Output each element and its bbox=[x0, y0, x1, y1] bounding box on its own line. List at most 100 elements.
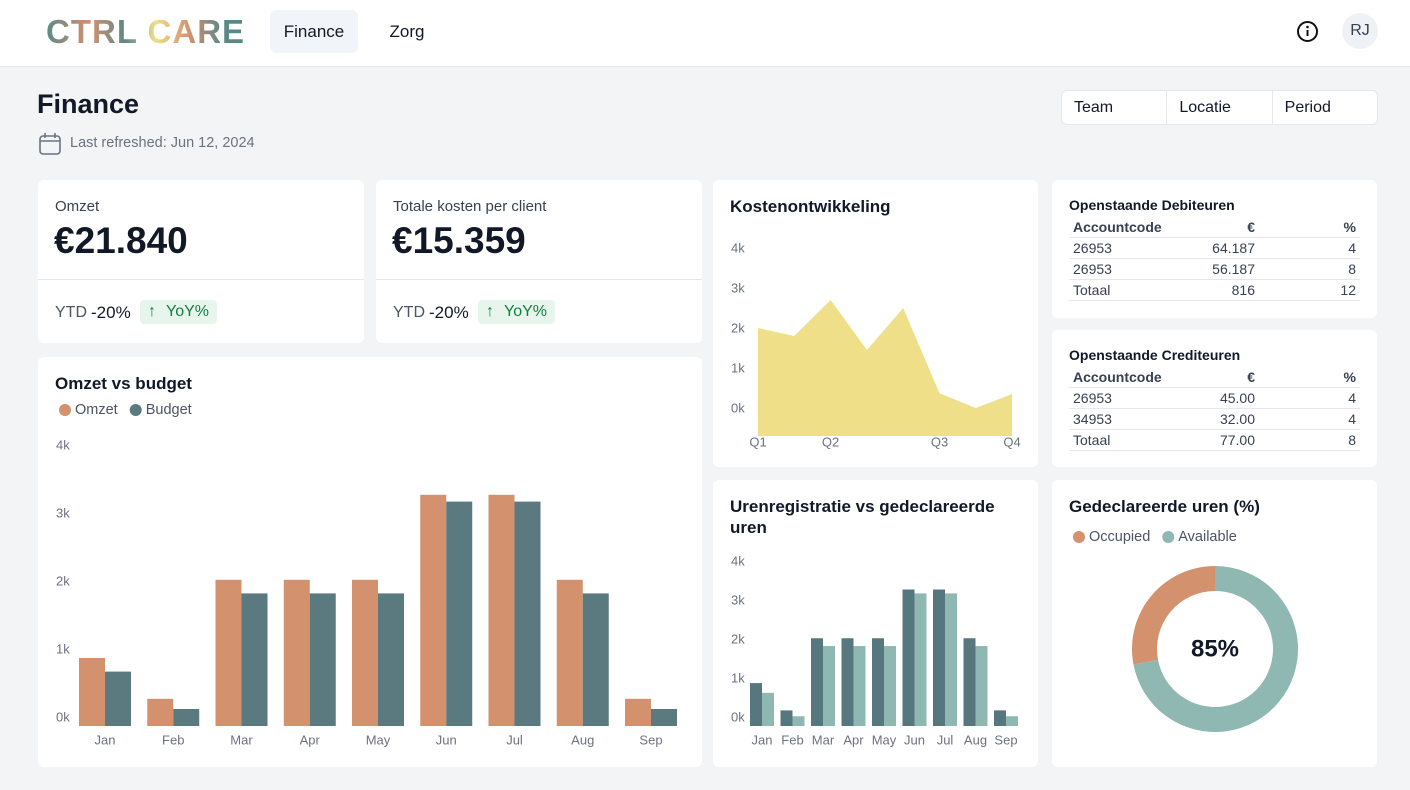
y-tick-label: 2k bbox=[731, 631, 745, 646]
kpi-label: Totale kosten per client bbox=[393, 198, 547, 215]
table-cell: 26953 bbox=[1069, 238, 1169, 259]
bar bbox=[582, 593, 609, 726]
table-cell: Totaal bbox=[1069, 280, 1169, 301]
y-tick-label: 3k bbox=[731, 592, 745, 607]
avatar[interactable]: RJ bbox=[1342, 13, 1378, 49]
x-tick-label: Mar bbox=[230, 732, 253, 747]
x-tick-label: Apr bbox=[300, 732, 321, 747]
bar bbox=[378, 593, 404, 726]
nav-item-active[interactable]: Finance bbox=[270, 10, 358, 53]
info-icon[interactable] bbox=[1296, 20, 1319, 43]
calendar-icon bbox=[39, 133, 61, 155]
arrow-up-icon: ↑ bbox=[486, 303, 494, 320]
table-cell: 45.00 bbox=[1169, 388, 1259, 409]
y-tick-label: 1k bbox=[56, 641, 70, 656]
bar bbox=[625, 698, 651, 726]
x-tick-label: Sep bbox=[994, 732, 1017, 747]
chart-title: Gedeclareerde uren (%) bbox=[1069, 497, 1260, 516]
legend-dot bbox=[59, 404, 71, 416]
page-title: Finance bbox=[37, 89, 140, 119]
chart: 0k 1k 2k 3k 4k Q1 Q2 Q3 Q4 bbox=[731, 240, 1021, 449]
kpi-card: Totale kosten per client €15.359 YTD -20% ↑ Y… bbox=[376, 180, 702, 343]
arrow-up-icon: ↑ bbox=[148, 303, 156, 320]
yoy-badge: ↑ YoY% bbox=[140, 300, 217, 324]
column-header: % bbox=[1259, 217, 1360, 238]
donut-segment bbox=[1133, 566, 1298, 732]
x-tick-label: Q3 bbox=[931, 434, 948, 449]
table-title: Openstaande Crediteuren bbox=[1069, 347, 1241, 363]
y-tick-label: 4k bbox=[56, 437, 70, 452]
bar bbox=[914, 593, 927, 726]
top-bar: CTRL CARE Finance Zorg RJ bbox=[0, 0, 1410, 67]
bar bbox=[352, 579, 378, 726]
bar bbox=[994, 710, 1006, 726]
ytd-label: YTD bbox=[55, 304, 87, 321]
table: Accountcode €% 26953 64.187 4 26953 56.187 8 Tot… bbox=[1069, 217, 1360, 301]
legend-dot bbox=[1073, 531, 1085, 543]
donut-segment bbox=[1132, 566, 1215, 665]
yoy-label: YoY% bbox=[166, 303, 209, 320]
x-tick-label: Feb bbox=[162, 732, 184, 747]
bar bbox=[309, 593, 336, 726]
nav-item[interactable]: Zorg bbox=[389, 22, 425, 41]
x-tick-label: Apr bbox=[843, 732, 864, 747]
y-tick-label: 3k bbox=[731, 280, 745, 295]
kpi-card: Omzet €21.840 YTD -20% ↑ YoY% bbox=[38, 180, 364, 343]
yoy-badge: ↑ YoY% bbox=[478, 300, 555, 324]
x-tick-label: Mar bbox=[812, 732, 835, 747]
x-tick-label: Q2 bbox=[822, 434, 839, 449]
table-cell: 4 bbox=[1259, 388, 1360, 409]
bar bbox=[823, 646, 835, 726]
y-tick-label: 2k bbox=[731, 320, 745, 335]
y-tick-label: 1k bbox=[731, 670, 745, 685]
yoy-label: YoY% bbox=[504, 303, 547, 320]
filter-button[interactable]: Locatie bbox=[1166, 91, 1271, 124]
x-tick-label: Feb bbox=[781, 732, 803, 747]
table-cell: 26953 bbox=[1069, 259, 1169, 280]
y-tick-label: 0k bbox=[731, 709, 745, 724]
y-tick-label: 0k bbox=[56, 709, 70, 724]
x-tick-label: Jul bbox=[506, 732, 523, 747]
bar bbox=[780, 710, 793, 726]
legend-label: Available bbox=[1178, 529, 1237, 545]
x-tick-label: Q1 bbox=[749, 434, 766, 449]
bar bbox=[514, 501, 541, 726]
y-tick-label: 1k bbox=[731, 360, 745, 375]
x-tick-label: May bbox=[366, 732, 391, 747]
last-refreshed: Last refreshed: Jun 12, 2024 bbox=[70, 135, 255, 151]
bar bbox=[241, 593, 268, 726]
filter-button[interactable]: Period bbox=[1271, 91, 1377, 124]
ytd-value: -20% bbox=[91, 303, 131, 322]
bar bbox=[147, 698, 174, 726]
y-tick-label: 4k bbox=[731, 240, 745, 255]
table-cell: 32.00 bbox=[1169, 409, 1259, 430]
center-label: 85% bbox=[1191, 635, 1239, 662]
x-tick-label: Jun bbox=[904, 732, 925, 747]
area bbox=[758, 300, 1013, 436]
x-tick-label: Jul bbox=[937, 732, 954, 747]
chart-title: Omzet vs budget bbox=[55, 374, 192, 393]
filter-button[interactable]: Team bbox=[1074, 99, 1114, 116]
bar bbox=[215, 579, 242, 726]
y-tick-label: 4k bbox=[731, 553, 745, 568]
kpi-label: Omzet bbox=[55, 198, 100, 215]
chart: 0k 1k 2k 3k 4k Jan Feb Mar Apr May Jun Jul Aug Sep Omz… bbox=[56, 402, 677, 747]
kpi-value: €21.840 bbox=[54, 220, 188, 261]
legend-label: Budget bbox=[146, 402, 192, 418]
bar bbox=[79, 658, 105, 726]
table-cell: 64.187 bbox=[1169, 238, 1259, 259]
legend-dot bbox=[129, 404, 142, 416]
column-header: € bbox=[1169, 367, 1259, 388]
bar bbox=[488, 494, 515, 726]
chart-card: Kostenontwikkeling 0k 1k 2k 3k 4k Q1 Q2 Q3 Q4 bbox=[713, 180, 1038, 467]
logo[interactable]: CTRL CARE bbox=[46, 13, 246, 50]
x-tick-label: Aug bbox=[964, 732, 987, 747]
chart-card: Omzet vs budget 0k 1k 2k 3k 4k Jan Feb Mar Apr Ma… bbox=[38, 357, 702, 767]
table-cell: 12 bbox=[1259, 280, 1360, 301]
legend-dot bbox=[1162, 531, 1175, 543]
column-header: Accountcode bbox=[1069, 367, 1169, 388]
y-tick-label: 3k bbox=[56, 505, 70, 520]
y-tick-label: 2k bbox=[56, 573, 70, 588]
column-header: € bbox=[1169, 217, 1259, 238]
ytd-label: YTD bbox=[393, 304, 425, 321]
